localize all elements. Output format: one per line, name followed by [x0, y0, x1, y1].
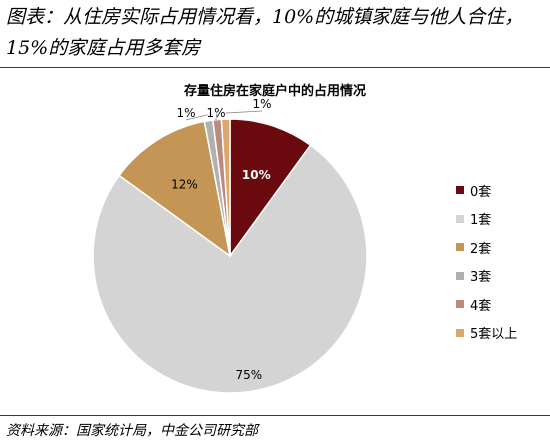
legend-label-1: 1套	[470, 213, 492, 229]
legend-item-0: 0套	[456, 176, 517, 205]
legend-swatch-1	[456, 214, 464, 223]
pie-data-label-4: 1%	[206, 106, 225, 120]
legend-item-2: 2套	[456, 233, 517, 262]
legend-item-5: 5套以上	[456, 319, 517, 348]
leader-line-3	[185, 114, 208, 121]
leader-line-5	[225, 110, 263, 114]
source-divider	[0, 415, 550, 416]
legend-label-3: 3套	[470, 270, 492, 286]
legend-swatch-4	[456, 300, 464, 309]
legend-label-0: 0套	[470, 184, 492, 200]
legend-item-3: 3套	[456, 262, 517, 291]
pie-data-label-1: 75%	[236, 368, 263, 382]
legend-swatch-5	[456, 328, 464, 337]
legend-item-4: 4套	[456, 290, 517, 319]
legend-label-4: 4套	[470, 298, 492, 314]
caption-divider	[0, 67, 550, 68]
legend-item-1: 1套	[456, 205, 517, 234]
chart-title: 存量住房在家庭户中的占用情况	[183, 84, 366, 99]
legend-swatch-0	[456, 186, 464, 195]
pie-slice-5	[220, 118, 231, 257]
legend-swatch-2	[456, 243, 464, 252]
leader-line-4	[215, 113, 217, 121]
figure-caption: 图表：从住房实际占用情况看，10%的城镇家庭与他人合住，15%的家庭占用多套房	[6, 6, 524, 59]
source-note: 资料来源：国家统计局，中金公司研究部	[6, 423, 258, 439]
pie-slice-2	[118, 120, 232, 258]
pie-data-label-2: 12%	[171, 177, 198, 191]
pie-data-label-0: 10%	[242, 168, 271, 182]
legend-label-2: 2套	[470, 241, 492, 257]
legend-label-5: 5套以上	[470, 327, 518, 343]
legend-swatch-3	[456, 271, 464, 280]
pie-data-label-3: 1%	[176, 106, 195, 120]
chart-legend: 0套 1套 2套 3套 4套 5套以上	[456, 176, 517, 347]
pie-slice-0	[229, 118, 312, 259]
pie-data-label-5: 1%	[252, 97, 271, 111]
